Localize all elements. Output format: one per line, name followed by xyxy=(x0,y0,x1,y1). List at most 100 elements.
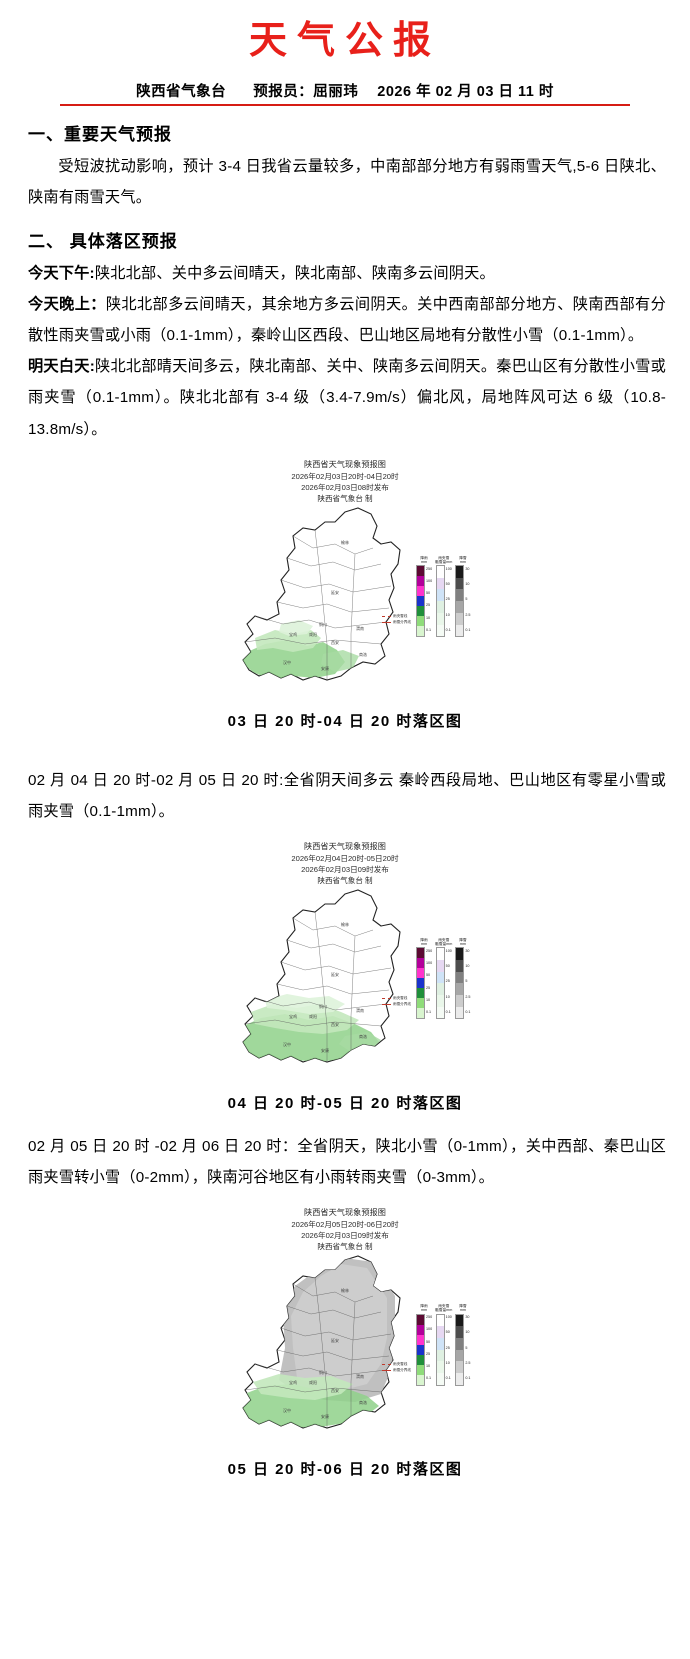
figure-1-legend: 雨夹雪线 雨雪分界线 降雨 mm xyxy=(382,556,470,638)
colorbar-snow-ticks: 30 10 5 2.5 0.1 xyxy=(465,1315,471,1381)
map-label-yanan: 延安 xyxy=(331,1337,339,1343)
legend-line-item-1: 雨雪分界线 xyxy=(382,1368,411,1373)
forecast-text-this-afternoon: 陕北北部、关中多云间晴天，陕北南部、陕南多云间阴天。 xyxy=(94,264,495,282)
colorbar-sleet-ticks: 100 50 25 10 0.1 xyxy=(445,566,452,632)
colorbar-rain: 降雨 mm 250 100 50 25 1 xyxy=(415,555,432,638)
map-label-xian: 西安 xyxy=(331,1387,339,1393)
colorbar-sleet-ticks: 100 50 25 10 0.1 xyxy=(445,1315,452,1381)
rain-snow-line-icon xyxy=(382,997,391,999)
map-label-shangluo: 商洛 xyxy=(359,1033,367,1039)
colorbar-rain-ticks: 250 100 50 25 10 0.1 xyxy=(425,948,433,1015)
map-label-yanan: 延安 xyxy=(331,971,339,977)
figure-3-head: 陕西省天气现象预报图 2026年02月05日20时-06日20时 2026年02… xyxy=(0,1207,690,1252)
figure-3-producer: 陕西省气象台 制 xyxy=(317,1242,373,1252)
colorbar-rain-strip xyxy=(415,565,425,638)
colorbar-snow-title: 降雪 mm xyxy=(459,1304,467,1313)
colorbar-rain-title: 降雨 mm xyxy=(420,1304,428,1313)
legend-line-item-0: 雨夹雪线 xyxy=(382,614,411,619)
figure-1-head: 陕西省天气现象预报图 2026年02月03日20时-04日20时 2026年02… xyxy=(0,459,690,504)
colorbar-rain-strip xyxy=(415,947,425,1020)
colorbar-sleet-strip xyxy=(435,947,445,1020)
forecaster: 预报员：屈丽玮 xyxy=(253,83,359,100)
map-label-yulin: 榆林 xyxy=(341,1287,349,1293)
figure-2-period: 2026年02月04日20时-05日20时 xyxy=(291,853,399,863)
rain-snow-line-icon xyxy=(382,1364,391,1366)
colorbar-snow-title: 降雪 mm xyxy=(459,937,467,947)
colorbar-sleet-ticks: 100 50 25 10 0.1 xyxy=(445,948,452,1015)
colorbar-rain: 降雨 mm 250 100 50 25 1 xyxy=(415,938,433,1020)
figure-map-3: 陕西省天气现象预报图 2026年02月05日20时-06日20时 2026年02… xyxy=(0,1207,690,1479)
figure-2-caption: 04 日 20 时-05 日 20 时落区图 xyxy=(227,1094,463,1112)
map-label-xian: 西安 xyxy=(331,1021,339,1027)
period-forecast-05-06: 02 月 05 日 20 时 -02 月 06 日 20 时：全省阴天，陕北小雪… xyxy=(28,1137,666,1186)
colorbar-sleet: 雨夹雪 融雪量mm 100 50 25 10 0.1 xyxy=(435,938,452,1020)
figure-2-legend: 雨夹雪线 雨雪分界线 降雨 mm xyxy=(382,938,470,1020)
shaanxi-map-3: 榆林 延安 铜川 渭南 西安 宝鸡 咸阳 汉中 安康 商洛 xyxy=(242,1255,401,1429)
forecast-item-tonight: 今天晚上：陕北北部多云间晴天，其余地方多云间阴天。关中西南部部分地方、陕南西部有… xyxy=(28,289,666,351)
colorbar-rain-ticks: 250 100 50 25 10 0.1 xyxy=(425,1315,433,1381)
legend-line-item-1: 雨雪分界线 xyxy=(382,620,411,625)
map-label-shangluo: 商洛 xyxy=(359,651,367,657)
figure-2-producer: 陕西省气象台 制 xyxy=(317,875,373,885)
snow-boundary-line-icon xyxy=(382,1003,391,1005)
map-label-ankang: 安康 xyxy=(321,1413,329,1419)
colorbar-sleet-title: 雨夹雪 融雪量mm xyxy=(435,555,453,564)
colorbar-snow-strip xyxy=(455,1313,465,1386)
colorbar-rain-title: 降雨 mm xyxy=(420,555,428,564)
figure-map-2: 陕西省天气现象预报图 2026年02月04日20时-05日20时 2026年02… xyxy=(0,841,690,1113)
forecast-label-this-afternoon: 今天下午: xyxy=(28,264,95,282)
figure-2-title: 陕西省天气现象预报图 xyxy=(304,841,386,851)
colorbar-snow-ticks: 30 10 5 2.5 0.1 xyxy=(465,566,471,632)
colorbar-snow: 降雪 mm 30 10 5 2.5 0.1 xyxy=(455,938,470,1020)
figure-1-issued: 2026年02月03日08时发布 xyxy=(301,482,389,492)
legend-line-items: 雨夹雪线 雨雪分界线 xyxy=(382,938,413,1008)
figure-3-map-area: 榆林 延安 铜川 渭南 西安 宝鸡 咸阳 汉中 安康 商洛 xyxy=(0,1252,690,1452)
period-forecast-04-05: 02 月 04 日 20 时-02 月 05 日 20 时:全省阴天间多云 秦岭… xyxy=(28,771,666,820)
map-label-weinan: 渭南 xyxy=(356,1373,364,1379)
figure-2-map-area: 榆林 延安 铜川 渭南 西安 宝鸡 咸阳 汉中 安康 商洛 xyxy=(0,886,690,1086)
map-label-ankang: 安康 xyxy=(321,665,329,671)
map-label-baoji: 宝鸡 xyxy=(289,1013,297,1019)
colorbar-rain: 降雨 mm 250 100 50 25 1 xyxy=(415,1304,433,1386)
figure-3-title: 陕西省天气现象预报图 xyxy=(304,1208,386,1218)
forecast-text-tonight: 陕北北部多云间晴天，其余地方多云间阴天。关中西南部部分地方、陕南西部有分散性雨夹… xyxy=(28,295,666,345)
figure-2-issued: 2026年02月03日09时发布 xyxy=(301,864,389,874)
colorbar-sleet-strip xyxy=(435,1313,445,1386)
section-heading-2: 二、 具体落区预报 xyxy=(28,231,178,251)
shaanxi-map-1: 榆林 延安 铜川 渭南 西安 宝鸡 咸阳 汉中 安康 商洛 xyxy=(242,507,401,681)
map-label-hanzhong: 汉中 xyxy=(283,1041,291,1047)
issue-datetime: 2026 年 02 月 03 日 11 时 xyxy=(377,83,554,100)
page-title: 天气公报 xyxy=(248,20,441,62)
byline-rule: 陕西省气象台 预报员：屈丽玮 2026 年 02 月 03 日 11 时 xyxy=(60,80,630,106)
legend-line-item-0: 雨夹雪线 xyxy=(382,1362,411,1367)
map-label-baoji: 宝鸡 xyxy=(289,631,297,637)
section-1-paragraph: 受短波扰动影响，预计 3-4 日我省云量较多，中南部部分地方有弱雨雪天气,5-6… xyxy=(28,157,666,206)
figure-1-period: 2026年02月03日20时-04日20时 xyxy=(291,471,399,481)
map-label-xianyang: 咸阳 xyxy=(309,1379,317,1385)
legend-line-items: 雨夹雪线 雨雪分界线 xyxy=(382,1304,413,1374)
legend-line-item-1: 雨雪分界线 xyxy=(382,1002,411,1007)
map-label-baoji: 宝鸡 xyxy=(289,1379,297,1385)
map-label-weinan: 渭南 xyxy=(356,625,364,631)
map-label-tongchuan: 铜川 xyxy=(319,621,327,627)
section-heading-1: 一、重要天气预报 xyxy=(28,124,172,144)
colorbar-snow: 降雪 mm 30 10 5 2.5 0.1 xyxy=(455,556,470,638)
figure-3-issued: 2026年02月03日09时发布 xyxy=(301,1231,389,1241)
figure-1-caption: 03 日 20 时-04 日 20 时落区图 xyxy=(227,712,463,730)
map-label-ankang: 安康 xyxy=(321,1047,329,1053)
figure-3-legend: 雨夹雪线 雨雪分界线 降雨 mm xyxy=(382,1304,470,1386)
colorbar-sleet-title: 雨夹雪 融雪量mm xyxy=(435,937,453,947)
figure-map-1: 陕西省天气现象预报图 2026年02月03日20时-04日20时 2026年02… xyxy=(0,459,690,731)
colorbar-sleet-strip xyxy=(435,565,445,638)
map-label-hanzhong: 汉中 xyxy=(283,659,291,665)
colorbar-sleet-title: 雨夹雪 融雪量mm xyxy=(435,1304,453,1313)
colorbar-rain-strip xyxy=(415,1313,425,1386)
map-label-tongchuan: 铜川 xyxy=(319,1369,327,1375)
map-label-hanzhong: 汉中 xyxy=(283,1407,291,1413)
map-label-shangluo: 商洛 xyxy=(359,1399,367,1405)
colorbar-snow-strip xyxy=(455,565,465,638)
snow-boundary-line-icon xyxy=(382,1370,391,1372)
byline: 陕西省气象台 预报员：屈丽玮 2026 年 02 月 03 日 11 时 xyxy=(60,80,630,101)
colorbar-sleet: 雨夹雪 融雪量mm 100 50 25 10 0.1 xyxy=(435,1304,452,1386)
map-label-yulin: 榆林 xyxy=(341,539,349,545)
